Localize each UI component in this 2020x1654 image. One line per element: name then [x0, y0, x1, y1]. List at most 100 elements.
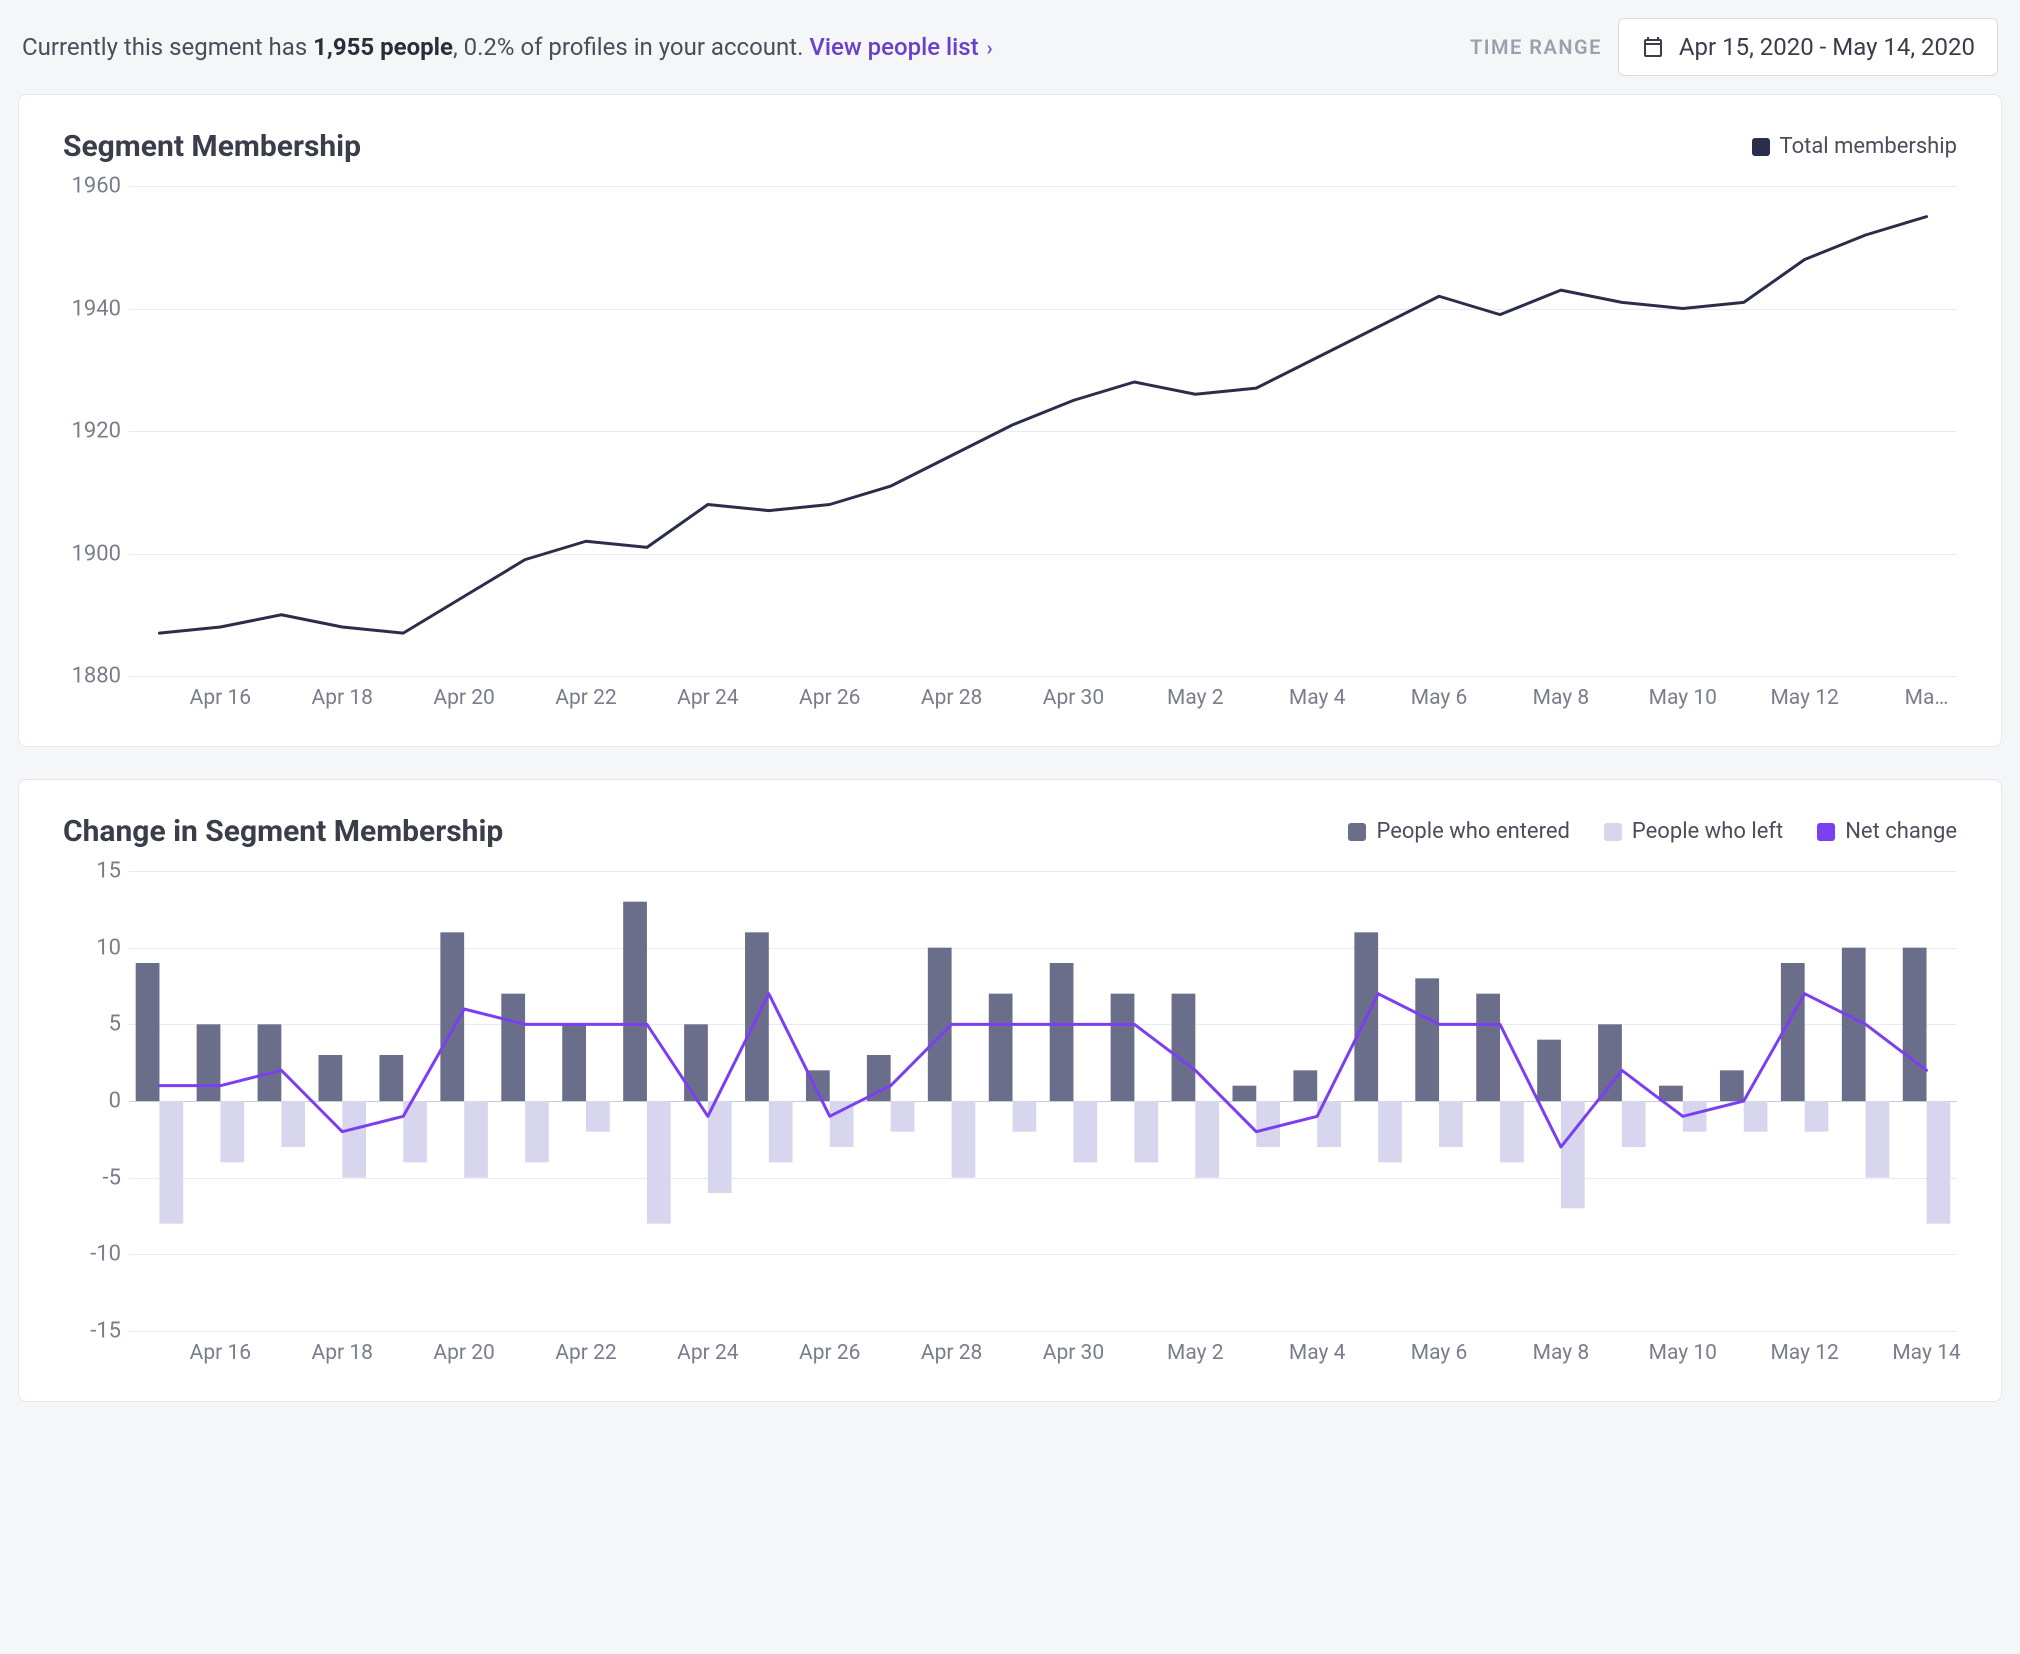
change-chart: -15-10-5051015 Apr 16Apr 18Apr 20Apr 22A…: [63, 871, 1957, 1371]
bar-entered: [1233, 1086, 1257, 1101]
x-tick-label: May 14: [1892, 1341, 1960, 1365]
bar-left: [647, 1101, 671, 1224]
x-tick-label: May 2: [1167, 1341, 1224, 1365]
bar-entered: [1111, 994, 1135, 1101]
bar-entered: [319, 1055, 343, 1101]
x-tick-label: May 12: [1770, 686, 1838, 710]
membership-line: [129, 186, 1957, 676]
bar-left: [1013, 1101, 1037, 1132]
y-tick-label: 1940: [72, 296, 121, 321]
membership-panel: Segment Membership Total membership 1880…: [18, 94, 2002, 747]
y-tick-label: 0: [109, 1089, 121, 1114]
chevron-right-icon: ›: [987, 36, 993, 60]
bar-left: [281, 1101, 305, 1147]
x-tick-label: May 12: [1770, 1341, 1838, 1365]
bar-left: [159, 1101, 183, 1224]
bar-entered: [1598, 1024, 1622, 1101]
calendar-icon: [1641, 35, 1665, 59]
bar-left: [1927, 1101, 1951, 1224]
segment-summary: Currently this segment has 1,955 people,…: [22, 33, 993, 61]
date-range-picker[interactable]: Apr 15, 2020 - May 14, 2020: [1618, 18, 1998, 76]
legend-entered: People who entered: [1348, 819, 1569, 844]
bar-left: [830, 1101, 854, 1147]
x-tick-label: Apr 26: [799, 686, 860, 710]
bar-left: [220, 1101, 244, 1162]
x-tick-label: Apr 16: [190, 686, 251, 710]
x-tick-label: Apr 22: [555, 686, 616, 710]
bar-left: [1073, 1101, 1097, 1162]
bar-entered: [1476, 994, 1500, 1101]
x-tick-label: Apr 28: [921, 686, 982, 710]
x-tick-label: Apr 30: [1043, 686, 1104, 710]
bar-left: [1378, 1101, 1402, 1162]
summary-prefix: Currently this segment has: [22, 33, 313, 61]
x-tick-label: Ma…: [1905, 686, 1949, 710]
bar-left: [1744, 1101, 1768, 1132]
x-tick-label: Apr 24: [677, 686, 738, 710]
legend-label-total: Total membership: [1780, 134, 1957, 159]
legend-label-entered: People who entered: [1376, 819, 1569, 844]
bar-left: [1134, 1101, 1158, 1162]
summary-suffix: , 0.2% of profiles in your account.: [453, 33, 809, 61]
x-tick-label: May 6: [1411, 686, 1468, 710]
bar-left: [891, 1101, 915, 1132]
x-tick-label: Apr 16: [190, 1341, 251, 1365]
legend-swatch-net: [1817, 823, 1835, 841]
change-panel: Change in Segment Membership People who …: [18, 779, 2002, 1402]
time-range-label: TIME RANGE: [1470, 35, 1602, 59]
bar-left: [1805, 1101, 1829, 1132]
legend-left: People who left: [1604, 819, 1783, 844]
change-chart-title: Change in Segment Membership: [63, 814, 503, 849]
bar-entered: [1293, 1070, 1317, 1101]
people-count: 1,955 people: [313, 33, 453, 61]
view-link-text: View people list: [809, 33, 978, 61]
x-tick-label: May 2: [1167, 686, 1224, 710]
membership-chart-title: Segment Membership: [63, 129, 361, 164]
bar-entered: [1842, 948, 1866, 1101]
bar-entered: [379, 1055, 403, 1101]
x-tick-label: Apr 24: [677, 1341, 738, 1365]
bar-entered: [501, 994, 525, 1101]
bar-entered: [258, 1024, 282, 1101]
y-tick-label: 5: [109, 1012, 121, 1037]
bar-left: [525, 1101, 549, 1162]
x-tick-label: Apr 18: [312, 1341, 373, 1365]
bar-entered: [562, 1024, 586, 1101]
bar-entered: [1172, 994, 1196, 1101]
bar-left: [1195, 1101, 1219, 1178]
x-tick-label: May 8: [1533, 686, 1590, 710]
x-tick-label: May 4: [1289, 686, 1346, 710]
view-people-link[interactable]: View people list ›: [809, 33, 992, 61]
x-tick-label: Apr 20: [433, 1341, 494, 1365]
x-tick-label: May 10: [1649, 686, 1717, 710]
legend-swatch-left: [1604, 823, 1622, 841]
x-tick-label: May 8: [1533, 1341, 1590, 1365]
x-tick-label: May 6: [1411, 1341, 1468, 1365]
y-tick-label: -10: [90, 1242, 121, 1267]
bar-left: [1561, 1101, 1585, 1208]
bar-entered: [1659, 1086, 1683, 1101]
x-tick-label: Apr 26: [799, 1341, 860, 1365]
legend-swatch-entered: [1348, 823, 1366, 841]
bar-entered: [1415, 978, 1439, 1101]
bar-entered: [989, 994, 1013, 1101]
x-tick-label: Apr 22: [555, 1341, 616, 1365]
bar-entered: [928, 948, 952, 1101]
bar-entered: [1050, 963, 1074, 1101]
legend-label-left: People who left: [1632, 819, 1783, 844]
y-tick-label: 15: [96, 859, 121, 884]
bar-entered: [684, 1024, 708, 1101]
date-range-text: Apr 15, 2020 - May 14, 2020: [1679, 33, 1975, 61]
legend-label-net: Net change: [1845, 819, 1957, 844]
bar-entered: [1720, 1070, 1744, 1101]
y-tick-label: 1920: [72, 419, 121, 444]
bar-left: [342, 1101, 366, 1178]
x-tick-label: Apr 18: [312, 686, 373, 710]
membership-chart: 18801900192019401960 Apr 16Apr 18Apr 20A…: [63, 186, 1957, 716]
bar-entered: [197, 1024, 221, 1101]
bar-entered: [136, 963, 160, 1101]
x-tick-label: May 4: [1289, 1341, 1346, 1365]
y-tick-label: 1900: [72, 541, 121, 566]
x-tick-label: May 10: [1649, 1341, 1717, 1365]
bar-left: [769, 1101, 793, 1162]
